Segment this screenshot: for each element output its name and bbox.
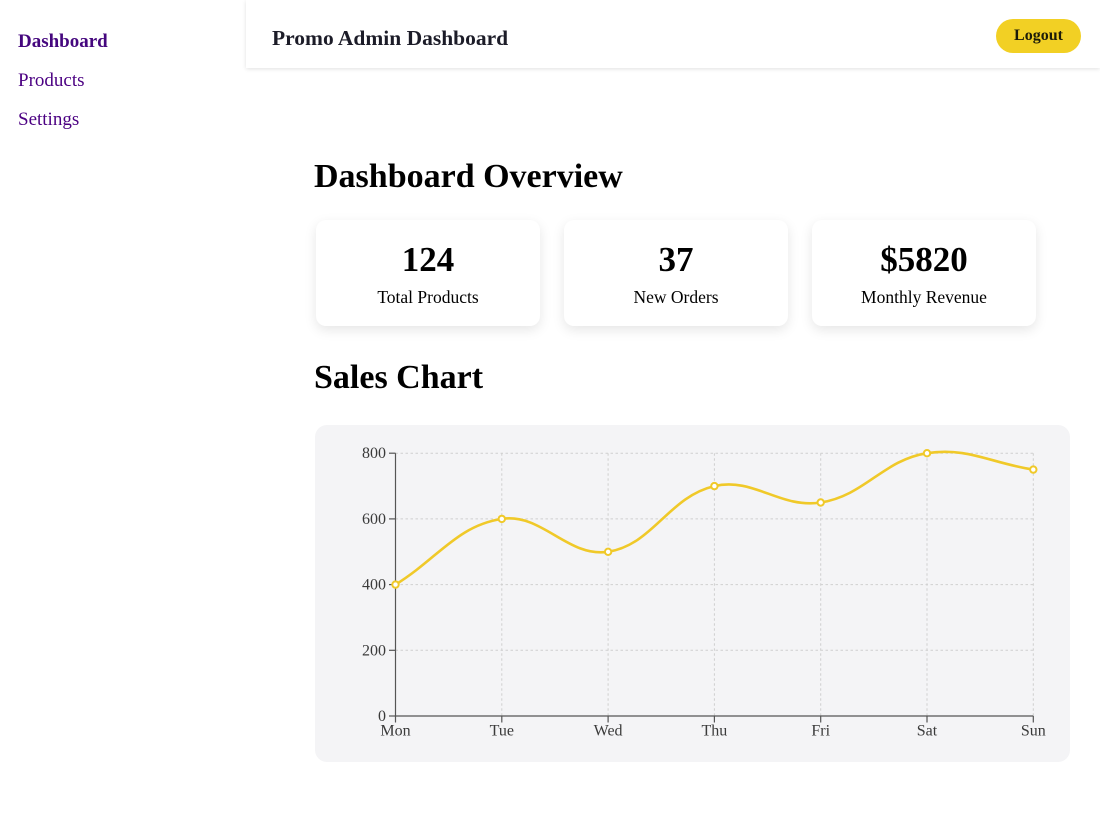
svg-text:Thu: Thu [702, 723, 728, 740]
svg-text:Sat: Sat [917, 723, 938, 740]
svg-text:0: 0 [378, 708, 386, 725]
svg-text:Sun: Sun [1021, 723, 1046, 740]
svg-text:Fri: Fri [811, 723, 830, 740]
svg-text:Mon: Mon [380, 723, 410, 740]
svg-text:400: 400 [362, 577, 386, 594]
svg-text:Tue: Tue [490, 723, 514, 740]
svg-text:200: 200 [362, 642, 386, 659]
svg-text:800: 800 [362, 445, 386, 462]
svg-text:Wed: Wed [594, 723, 623, 740]
svg-text:600: 600 [362, 511, 386, 528]
